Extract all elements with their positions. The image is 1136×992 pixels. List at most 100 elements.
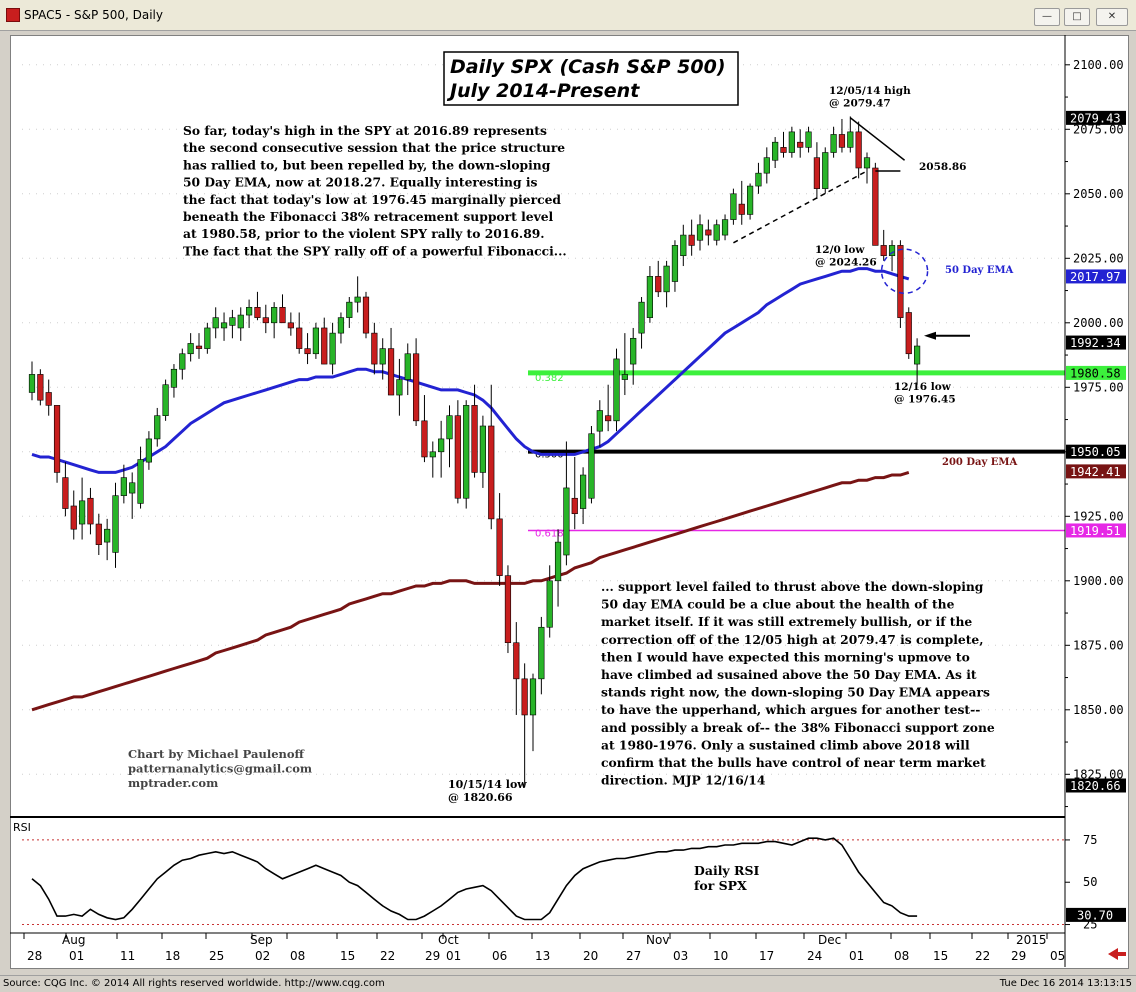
rsi-current-value: 30.70 xyxy=(1077,908,1113,922)
right-commentary-line: market itself. If it was still extremely… xyxy=(601,614,972,629)
candle-body xyxy=(195,345,203,349)
candle-body xyxy=(571,497,578,515)
right-commentary-line: confirm that the bulls have control of n… xyxy=(601,755,986,770)
candle-body xyxy=(145,438,153,463)
minimize-button[interactable]: — xyxy=(1034,8,1060,26)
close-button[interactable]: ✕ xyxy=(1096,8,1128,26)
candle-body xyxy=(37,374,44,401)
price-tag-bg xyxy=(1066,778,1126,793)
candle-body xyxy=(655,276,662,293)
rsi-note: Daily RSI for SPX xyxy=(694,863,759,893)
copyright-text: Source: CQG Inc. © 2014 All rights reser… xyxy=(3,978,385,989)
candle-body xyxy=(312,327,320,355)
candle-body xyxy=(237,314,244,329)
date-month-label: Aug xyxy=(62,933,85,947)
price-tick-label: 1975.00 xyxy=(1073,380,1124,394)
candle-body xyxy=(479,425,487,473)
oct15-low-label-line: 10/15/14 low xyxy=(448,778,527,791)
oct15-low-label: 10/15/14 low @ 1820.66 xyxy=(448,778,527,804)
candle-body xyxy=(62,477,69,509)
ema-lines xyxy=(31,267,910,712)
candle-body xyxy=(104,528,111,543)
right-commentary-line: and possibly a break of-- the 38% Fibona… xyxy=(601,720,995,735)
price-tick-label: 1925.00 xyxy=(1073,509,1124,523)
candle-body xyxy=(713,224,720,241)
candle-body xyxy=(287,322,294,329)
level-2058-label: 2058.86 xyxy=(919,161,967,173)
candle-body xyxy=(279,307,286,324)
candle-body xyxy=(421,420,428,458)
trend-drawings xyxy=(733,117,970,340)
candle-body xyxy=(504,575,512,644)
candle-body xyxy=(513,642,520,680)
chart-title-line: Daily SPX (Cash S&P 500) xyxy=(450,56,726,78)
timestamp-text: Tue Dec 16 2014 13:13:15 xyxy=(999,978,1132,989)
price-tick-label: 2075.00 xyxy=(1073,122,1124,136)
right-commentary: ... support level failed to thrust above… xyxy=(601,579,995,788)
candle-body xyxy=(70,505,77,530)
price-tag-label: 1820.66 xyxy=(1070,779,1121,793)
candle-body xyxy=(797,141,804,148)
candle-body xyxy=(387,348,395,396)
candle-body xyxy=(179,353,186,370)
candle-body xyxy=(788,131,795,153)
rsi-tick-label: 50 xyxy=(1083,875,1097,889)
fib-ratio-label: 0.382 xyxy=(535,373,564,384)
candle-body xyxy=(529,678,537,716)
price-tick-label: 1900.00 xyxy=(1073,574,1124,588)
left-commentary-line: at 1980.58, prior to the violent SPY ral… xyxy=(183,226,545,241)
date-day-label: 01 xyxy=(446,949,461,963)
candle-body xyxy=(87,497,94,525)
left-commentary-line: the fact that today's low at 1976.45 mar… xyxy=(183,192,561,207)
date-day-label: 03 xyxy=(673,949,688,963)
date-day-label: 24 xyxy=(807,949,822,963)
date-day-label: 01 xyxy=(69,949,84,963)
price-tag-label: 2017.97 xyxy=(1070,270,1121,284)
fib-ratio-label: 0.618 xyxy=(535,528,564,539)
date-day-label: 13 xyxy=(535,949,550,963)
candle-body xyxy=(296,327,303,349)
author-credit-line: mptrader.com xyxy=(128,776,218,790)
right-commentary-line: have climbed ad susained above the 50 Da… xyxy=(601,667,977,682)
candle-body xyxy=(822,152,829,189)
candle-body xyxy=(838,134,846,148)
right-commentary-line: stands right now, the down-sloping 50 Da… xyxy=(601,685,990,700)
date-day-label: 20 xyxy=(583,949,598,963)
rsi-note-line: Daily RSI xyxy=(694,863,759,878)
price-tag-bg xyxy=(1066,464,1126,479)
right-commentary-line: at 1980-1976. Only a sustained climb abo… xyxy=(601,737,970,752)
rsi-tick-label: 75 xyxy=(1083,833,1097,847)
left-commentary-line: has rallied to, but been repelled by, th… xyxy=(183,157,551,172)
candle-body xyxy=(905,312,912,355)
candle-body xyxy=(304,348,311,355)
left-commentary-line: beneath the Fibonacci 38% retracement su… xyxy=(183,209,554,224)
dec05-high-label-line: 12/05/14 high xyxy=(829,85,911,97)
candle-body xyxy=(880,245,887,257)
right-commentary-line: 50 day EMA could be a clue about the hea… xyxy=(601,597,955,612)
candle-body xyxy=(337,317,345,334)
window-title: SPAC5 - S&P 500, Daily xyxy=(24,8,163,22)
candle-body xyxy=(680,234,687,257)
candle-body xyxy=(362,296,370,334)
candle-body xyxy=(630,337,637,365)
candle-body xyxy=(346,301,353,318)
date-month-label: 2015 xyxy=(1016,933,1047,947)
date-day-label: 02 xyxy=(255,949,270,963)
right-commentary-line: ... support level failed to thrust above… xyxy=(601,579,984,594)
date-day-label: 27 xyxy=(626,949,641,963)
candle-body xyxy=(488,425,495,520)
candle-body xyxy=(79,500,86,525)
maximize-button[interactable]: □ xyxy=(1064,8,1090,26)
price-tag-label: 2079.43 xyxy=(1070,111,1121,125)
candle-body xyxy=(663,265,670,293)
chart-title: Daily SPX (Cash S&P 500) July 2014-Presen… xyxy=(446,56,726,102)
left-commentary: So far, today's high in the SPY at 2016.… xyxy=(183,123,567,258)
price-tick-label: 1825.00 xyxy=(1073,767,1124,781)
candle-body xyxy=(872,167,879,246)
candle-body xyxy=(646,276,653,318)
date-day-label: 06 xyxy=(492,949,507,963)
pointer-arrow-head xyxy=(924,331,936,340)
candle-body xyxy=(496,518,503,576)
left-commentary-line: the second consecutive session that the … xyxy=(183,140,565,155)
